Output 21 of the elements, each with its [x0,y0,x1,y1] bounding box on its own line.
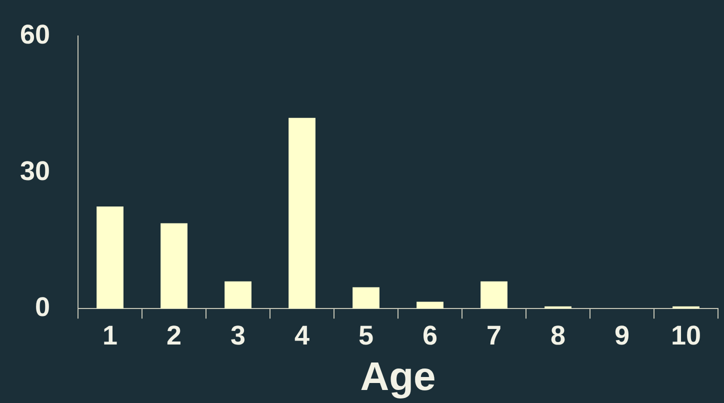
x-tick-label: 1 [102,320,118,350]
x-tick-label: 5 [358,320,374,350]
x-tick-label: 9 [614,320,630,350]
x-tick-label: 8 [550,320,566,350]
x-axis-title: Age [360,355,436,400]
y-tick-label: 30 [20,156,50,186]
bar [224,281,252,309]
x-tick-label: 6 [422,320,438,350]
bar [416,302,444,309]
bar [160,223,188,309]
y-tick-label: 0 [35,292,50,322]
x-tick-label: 4 [294,320,310,350]
bar [96,206,124,309]
x-tick-label: 3 [230,320,246,350]
bar [352,287,380,309]
bar [288,118,316,309]
y-tick-label: 60 [20,20,50,50]
bar [480,281,508,309]
x-tick-label: 7 [486,320,502,350]
x-tick-label: 10 [670,320,702,350]
x-tick-label: 2 [166,320,182,350]
